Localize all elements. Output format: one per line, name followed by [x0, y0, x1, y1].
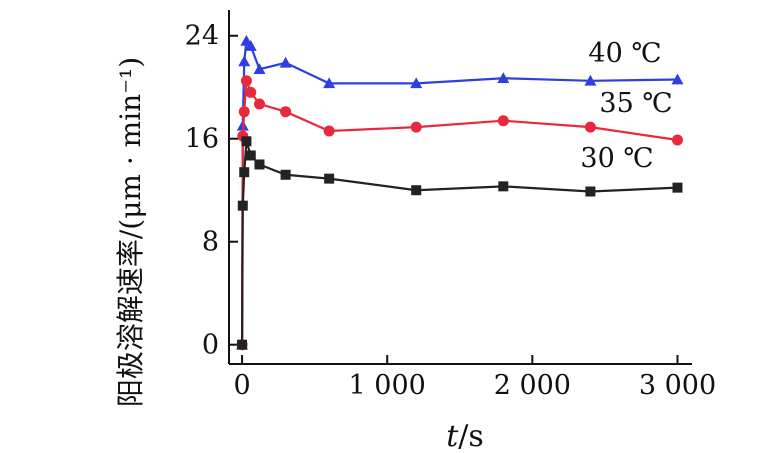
series-line — [240, 140, 678, 345]
series-layer: 40 ℃ 35 ℃ 30 ℃ — [236, 34, 684, 351]
data-point-marker — [239, 167, 250, 178]
y-tick-label: 24 — [185, 21, 219, 52]
series-label: 40 ℃ — [588, 38, 661, 69]
data-point-marker — [237, 339, 248, 350]
data-point-marker — [253, 63, 266, 75]
x-axis-title-variable: t — [446, 419, 459, 453]
y-tick-label: 16 — [185, 124, 219, 155]
data-point-marker — [497, 115, 509, 127]
series-label: 35 ℃ — [599, 88, 672, 119]
data-point-marker — [585, 186, 596, 197]
data-point-marker — [245, 150, 256, 161]
data-point-marker — [237, 200, 248, 211]
x-axis-title-unit: /s — [458, 419, 484, 453]
axes: 0 8 16 24 0 1 000 2 000 3 000 — [185, 10, 716, 401]
data-point-marker — [323, 77, 336, 89]
series-label: 30 ℃ — [580, 143, 653, 174]
data-point-marker — [672, 182, 683, 193]
data-point-marker — [238, 55, 251, 67]
data-point-marker — [584, 74, 597, 86]
y-tick-label: 0 — [202, 330, 219, 361]
y-axis-title: 阳极溶解速率/(μm · min⁻¹) — [114, 57, 147, 407]
data-point-marker — [410, 77, 423, 89]
series-3: 30 ℃ — [237, 136, 683, 350]
data-point-marker — [324, 173, 335, 184]
x-axis-title: t/s — [446, 419, 484, 453]
data-point-marker — [244, 40, 257, 51]
data-point-marker — [253, 98, 265, 110]
data-point-marker — [279, 56, 292, 68]
data-point-marker — [238, 106, 250, 118]
data-point-marker — [241, 136, 252, 147]
data-point-marker — [411, 185, 422, 196]
data-point-marker — [498, 181, 509, 192]
x-tick-label: 2 000 — [494, 370, 571, 401]
data-point-marker — [323, 125, 335, 137]
series-1: 40 ℃ — [236, 34, 684, 350]
labels-layer: 阳极溶解速率/(μm · min⁻¹) t/s — [114, 57, 484, 453]
data-point-marker — [280, 169, 291, 180]
data-point-marker — [240, 75, 252, 87]
data-point-marker — [280, 106, 292, 118]
data-point-marker — [584, 121, 596, 133]
x-tick-label: 0 — [233, 370, 250, 401]
data-point-marker — [410, 121, 422, 133]
series-2: 35 ℃ — [236, 75, 683, 351]
data-point-marker — [254, 159, 265, 170]
data-point-marker — [245, 86, 257, 98]
data-point-marker — [671, 73, 684, 85]
y-tick-label: 8 — [202, 227, 219, 258]
series-line — [240, 38, 678, 345]
x-tick-label: 3 000 — [639, 370, 716, 401]
data-point-marker — [671, 134, 683, 146]
x-tick-label: 1 000 — [349, 370, 426, 401]
data-point-marker — [497, 72, 510, 84]
series-line — [240, 80, 678, 345]
